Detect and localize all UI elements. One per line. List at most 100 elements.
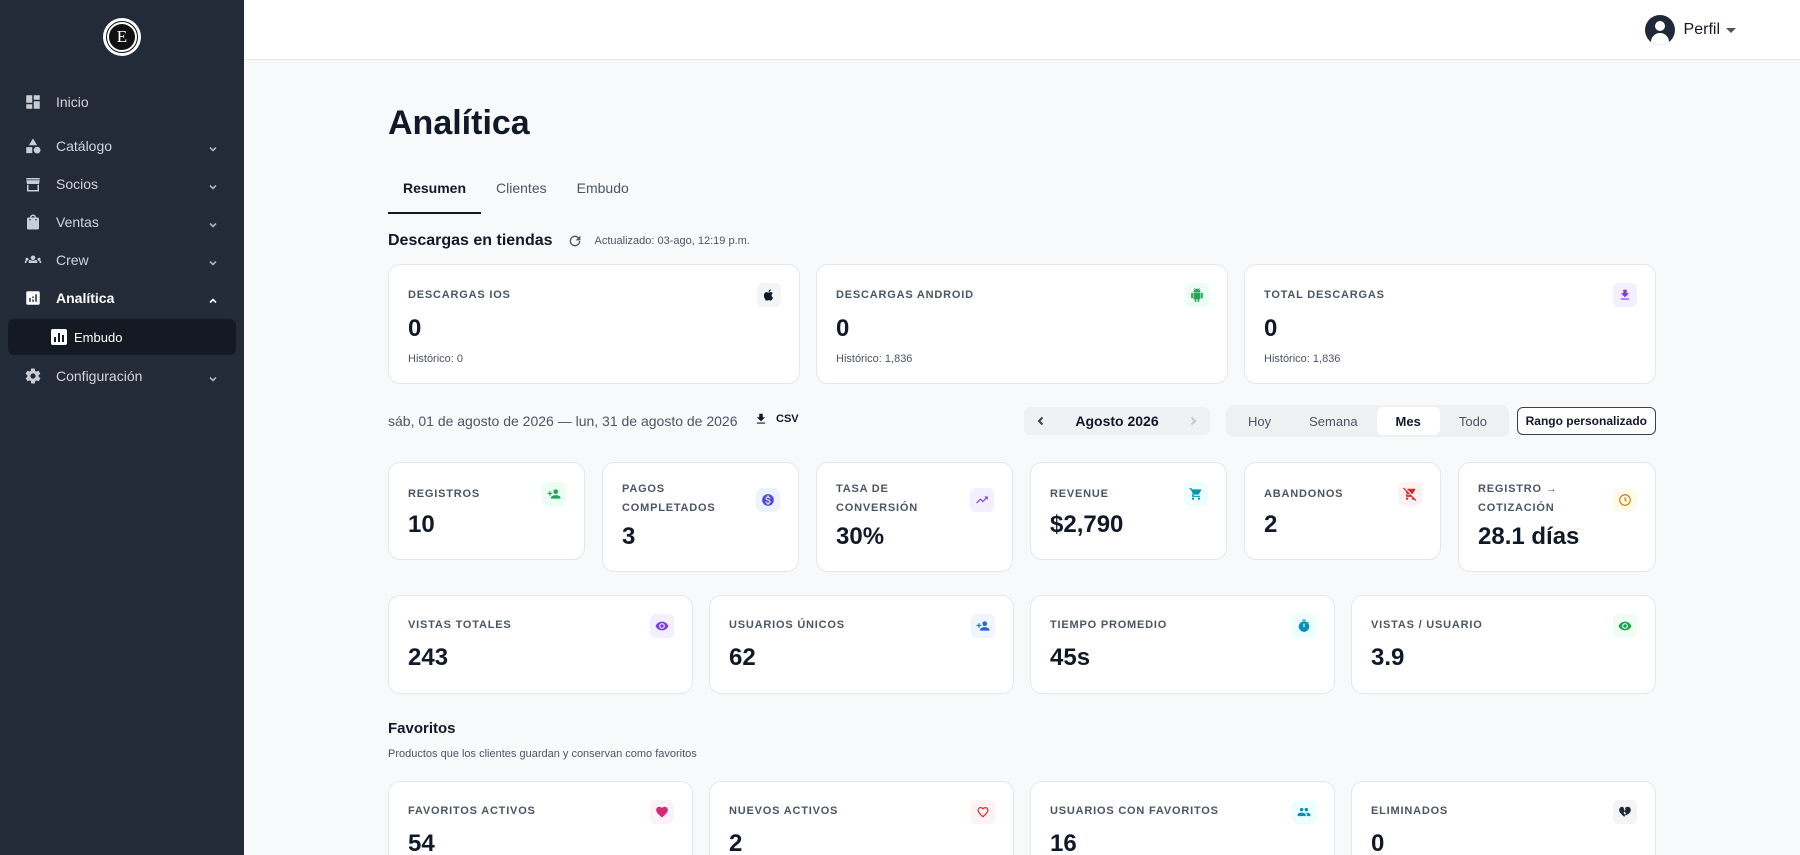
sidebar-item-crew[interactable]: Crew [0, 241, 244, 279]
card-label: Usuarios con favoritos [1050, 805, 1219, 817]
card-subvalue: Histórico: 1,836 [836, 353, 913, 365]
sidebar-item-catalogo[interactable]: Catálogo [0, 127, 244, 165]
views-card-usuarios-unicos: Usuarios únicos 62 [709, 595, 1014, 694]
sidebar-item-inicio[interactable]: Inicio [0, 83, 244, 121]
segment-hoy[interactable]: Hoy [1248, 413, 1272, 429]
card-value: 243 [408, 644, 449, 671]
user-plus-icon [542, 482, 566, 506]
analytics-icon [24, 289, 42, 307]
card-label: Descargas iOS [408, 289, 511, 301]
date-range-text: sáb, 01 de agosto de 2026 — lun, 31 de a… [388, 413, 738, 429]
favorites-subtitle: Productos que los clientes guardan y con… [388, 748, 697, 760]
avatar [1644, 15, 1675, 45]
metric-card-registros: Registros 10 [388, 462, 585, 560]
card-subvalue: Histórico: 1,836 [1264, 353, 1341, 365]
page-title: Analítica [388, 104, 530, 142]
sidebar-item-label: Catálogo [56, 138, 113, 154]
updated-timestamp: Actualizado: 03-ago, 12:19 p.m. [594, 235, 750, 247]
group-icon [24, 251, 42, 269]
segment-semana[interactable]: Semana [1309, 413, 1358, 429]
date-range-row: sáb, 01 de agosto de 2026 — lun, 31 de a… [388, 405, 1656, 437]
profile-menu[interactable]: Perfil [1644, 15, 1736, 45]
sidebar-item-label: Ventas [56, 214, 99, 230]
tab-clientes[interactable]: Clientes [496, 180, 547, 196]
heart-broken-icon [1613, 800, 1637, 824]
card-value: 0 [1264, 315, 1278, 342]
chevron-right-icon[interactable] [1186, 414, 1200, 428]
chevron-up-icon [208, 293, 218, 304]
sidebar-nav: Inicio Catálogo Socios Ventas Crew Analí… [0, 83, 244, 395]
cart-icon [1184, 482, 1208, 506]
current-month: Agosto 2026 [1075, 413, 1159, 429]
segment-todo[interactable]: Todo [1458, 413, 1488, 429]
download-icon [1613, 283, 1637, 307]
user-plus-icon [971, 614, 995, 638]
card-label: Favoritos activos [408, 805, 536, 817]
card-value: 0 [1371, 830, 1385, 855]
sidebar-subitem-embudo[interactable]: Embudo [8, 319, 236, 355]
card-label: Registro → cotización [1478, 483, 1558, 514]
custom-range-button[interactable]: Rango personalizado [1516, 407, 1656, 435]
heart-icon [650, 800, 674, 824]
csv-export-button[interactable]: CSV [754, 412, 799, 426]
card-value: 2 [729, 830, 743, 855]
gear-icon [24, 367, 42, 385]
sidebar-item-socios[interactable]: Socios [0, 165, 244, 203]
card-value: 0 [408, 315, 422, 342]
chevron-left-icon[interactable] [1034, 414, 1048, 428]
stat-card-ios: Descargas iOS 0 Histórico: 0 [388, 264, 800, 384]
csv-label: CSV [776, 413, 799, 425]
month-navigator: Agosto 2026 [1024, 407, 1210, 435]
sidebar-item-configuracion[interactable]: Configuración [0, 357, 244, 395]
topbar: Perfil [244, 0, 1800, 60]
sidebar-item-analitica[interactable]: Analítica [0, 279, 244, 317]
heart-outline-icon [971, 800, 995, 824]
sidebar: E Inicio Catálogo Socios Ventas Crew [0, 0, 244, 855]
sidebar-item-label: Socios [56, 176, 99, 192]
stat-card-android: Descargas Android 0 Histórico: 1,836 [816, 264, 1228, 384]
card-label: Eliminados [1371, 805, 1449, 817]
sidebar-item-label: Inicio [56, 94, 89, 110]
favorites-card-eliminados: Eliminados 0 [1351, 781, 1656, 855]
dashboard-icon [24, 93, 42, 111]
apple-icon [757, 283, 781, 307]
favorites-card-nuevos: Nuevos activos 2 [709, 781, 1014, 855]
trend-up-icon [970, 488, 994, 512]
tab-resumen[interactable]: Resumen [388, 170, 482, 214]
logo[interactable]: E [103, 18, 141, 56]
card-value: 16 [1050, 830, 1077, 855]
card-label: Abandonos [1264, 488, 1344, 500]
segment-mes[interactable]: Mes [1376, 407, 1440, 435]
cart-off-icon [1398, 482, 1422, 506]
favorites-title: Favoritos [388, 720, 456, 737]
users-icon [1292, 800, 1316, 824]
card-value: 10 [408, 511, 435, 538]
store-icon [24, 175, 42, 193]
sidebar-subitem-label: Embudo [74, 329, 123, 345]
download-icon [756, 413, 766, 424]
card-label: Nuevos activos [729, 805, 839, 817]
stat-card-total-downloads: Total descargas 0 Histórico: 1,836 [1244, 264, 1656, 384]
metric-card-pagos: Pagos completados 3 [602, 462, 799, 572]
clock-icon [1613, 488, 1637, 512]
profile-label: Perfil [1683, 21, 1720, 38]
card-value: $2,790 [1050, 511, 1124, 538]
eye-icon [1613, 614, 1637, 638]
tab-embudo[interactable]: Embudo [576, 180, 629, 196]
views-card-totales: Vistas totales 243 [388, 595, 693, 694]
chevron-down-icon [208, 255, 218, 266]
metric-card-abandonos: Abandonos 2 [1244, 462, 1441, 560]
period-segmented-control: Hoy Semana Mes Todo [1226, 405, 1510, 437]
refresh-icon[interactable] [567, 233, 583, 249]
metric-card-revenue: Revenue $2,790 [1030, 462, 1227, 560]
card-value: 0 [836, 315, 850, 342]
sidebar-item-ventas[interactable]: Ventas [0, 203, 244, 241]
card-value: 30% [836, 523, 885, 550]
chevron-down-icon [208, 179, 218, 190]
logo-mark: E [106, 21, 138, 53]
card-label: Vistas / usuario [1371, 619, 1483, 631]
card-value: 3 [622, 523, 636, 550]
views-card-vistas-usuario: Vistas / usuario 3.9 [1351, 595, 1656, 694]
card-label: Vistas totales [408, 619, 512, 631]
eye-icon [650, 614, 674, 638]
